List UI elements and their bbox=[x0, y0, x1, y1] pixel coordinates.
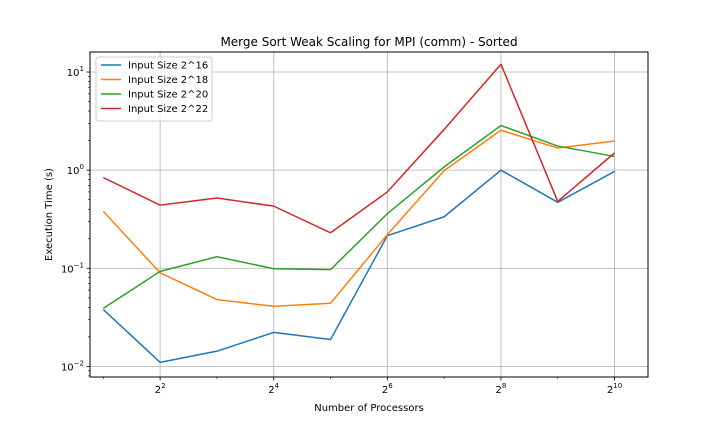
x-tick-label-base: 2 bbox=[382, 385, 388, 396]
x-tick-label-base: 2 bbox=[607, 385, 613, 396]
y-tick-label-base: 10 bbox=[67, 166, 80, 177]
x-axis: 22 24 26 28 210 bbox=[103, 377, 622, 396]
x-tick-label-base: 2 bbox=[155, 385, 161, 396]
x-tick-label: 210 bbox=[607, 382, 622, 396]
series-line-2 bbox=[102, 129, 615, 308]
legend-label-4: Input Size 2^22 bbox=[128, 104, 208, 115]
y-tick-label-exp: 0 bbox=[80, 163, 84, 171]
series-layer bbox=[102, 63, 616, 364]
x-tick-label: 22 bbox=[155, 382, 166, 396]
y-tick-label-exp: −1 bbox=[74, 261, 84, 269]
y-tick-label: 10−1 bbox=[61, 261, 84, 275]
y-tick-label-exp: 1 bbox=[80, 65, 84, 73]
x-tick-label: 28 bbox=[496, 382, 507, 396]
legend-label-2: Input Size 2^18 bbox=[128, 75, 208, 86]
legend: Input Size 2^16 Input Size 2^18 Input Size… bbox=[95, 56, 213, 122]
x-tick-label-exp: 4 bbox=[275, 382, 280, 390]
y-tick-label-base: 10 bbox=[61, 362, 74, 373]
series-line-1 bbox=[102, 169, 615, 364]
plot-area bbox=[89, 51, 649, 378]
x-tick-label-exp: 6 bbox=[388, 382, 393, 390]
x-axis-label: Number of Processors bbox=[314, 403, 424, 414]
chart-title: Merge Sort Weak Scaling for MPI (comm) -… bbox=[220, 35, 517, 49]
x-tick-label-exp: 8 bbox=[502, 382, 506, 390]
legend-label-1: Input Size 2^16 bbox=[128, 61, 208, 72]
x-tick-label-base: 2 bbox=[268, 385, 274, 396]
x-tick-label: 24 bbox=[268, 382, 279, 396]
legend-label-3: Input Size 2^20 bbox=[128, 90, 208, 101]
x-tick-label-exp: 2 bbox=[161, 382, 165, 390]
y-tick-label: 100 bbox=[67, 163, 84, 177]
x-tick-label-exp: 10 bbox=[613, 382, 622, 390]
y-tick-label-exp: −2 bbox=[74, 359, 84, 367]
series-line-4 bbox=[102, 63, 616, 234]
y-tick-label: 101 bbox=[67, 65, 84, 79]
y-tick-label: 10−2 bbox=[61, 359, 84, 373]
y-axis-label: Execution Time (s) bbox=[44, 168, 55, 261]
y-tick-label-base: 10 bbox=[67, 68, 80, 79]
legend-box bbox=[95, 56, 213, 122]
series-line-3 bbox=[102, 124, 615, 310]
y-tick-label-base: 10 bbox=[61, 264, 74, 275]
x-tick-label-base: 2 bbox=[496, 385, 502, 396]
x-tick-label: 26 bbox=[382, 382, 393, 396]
